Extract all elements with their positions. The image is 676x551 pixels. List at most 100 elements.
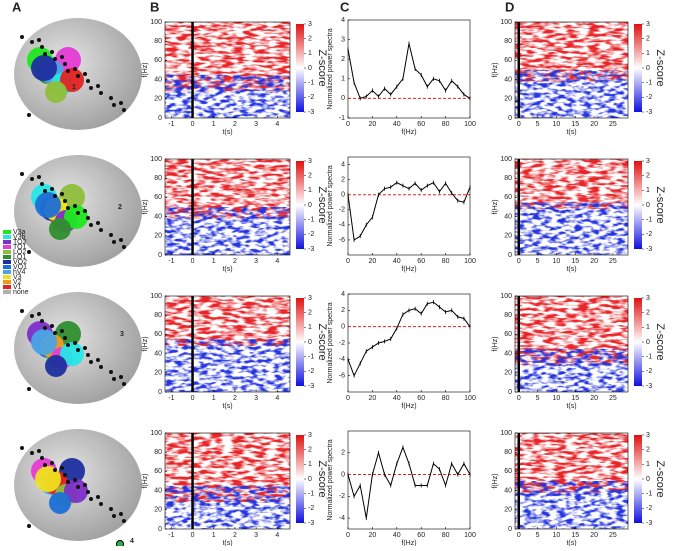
x-tick-label: 15 (571, 258, 579, 265)
electrode (20, 172, 24, 176)
y-axis-label: f(Hz) (142, 199, 149, 214)
electrode (27, 387, 31, 391)
y-axis-label: f(Hz) (492, 199, 499, 214)
x-tick-label: 20 (369, 532, 377, 539)
x-tick-label: 15 (571, 532, 579, 539)
x-tick-label: 10 (553, 258, 561, 265)
electrode (37, 449, 41, 453)
y-tick-label: -4 (339, 356, 345, 363)
region (35, 466, 61, 492)
colorbar-tick-label: 0 (308, 476, 312, 483)
electrode (50, 187, 54, 191)
x-tick-label: 2 (233, 395, 237, 402)
x-tick-label: 80 (442, 395, 450, 402)
colorbar-tick-label: 1 (308, 461, 312, 468)
electrode (66, 343, 70, 347)
region (64, 479, 88, 503)
heatmap-blue (515, 202, 628, 255)
x-tick-label: 0 (517, 395, 521, 402)
y-tick-label: 80 (154, 175, 162, 182)
y-axis-label: f(Hz) (142, 473, 149, 488)
y-tick-label: 100 (150, 293, 162, 300)
x-tick-label: 25 (609, 258, 617, 265)
electrode (60, 329, 64, 333)
x-tick-label: 15 (571, 121, 579, 128)
x-tick-label: 40 (393, 395, 401, 402)
frame (164, 432, 291, 530)
electrode (76, 485, 80, 489)
y-tick-label: -4 (339, 515, 345, 522)
x-tick-label: 0 (517, 258, 521, 265)
x-tick-label: 0 (346, 395, 350, 402)
y-tick-label: -2 (339, 207, 345, 214)
electrode-label: 3 (120, 331, 124, 338)
y-tick-label: 2 (341, 307, 345, 314)
colorbar-label: Z-score (316, 460, 328, 497)
region (64, 205, 88, 229)
electrode (112, 514, 116, 518)
legend-swatch (3, 280, 11, 284)
electrode-label: 4 (130, 538, 134, 545)
x-tick-label: 1 (212, 532, 216, 539)
electrode (83, 483, 87, 487)
panel-label: C (340, 0, 350, 14)
y-tick-label: 60 (154, 57, 162, 64)
electrode (119, 101, 123, 105)
colorbar-tick-label: -1 (308, 354, 314, 361)
y-tick-label: 20 (154, 96, 162, 103)
x-tick-label: 20 (590, 532, 598, 539)
colorbar-tick-label: -3 (308, 109, 314, 116)
y-tick-label: -2 (339, 493, 345, 500)
electrode (122, 382, 126, 386)
legend-label: LO2 (13, 249, 26, 256)
colorbar-tick-label: 1 (646, 461, 650, 468)
electrode (40, 182, 44, 186)
colorbar-label: Z-score (654, 323, 666, 360)
colorbar-tick-label: 3 (308, 21, 312, 28)
x-tick-label: 80 (442, 121, 450, 128)
legend-label: VO1 (13, 264, 27, 271)
y-tick-label: 100 (150, 156, 162, 163)
x-tick-label: 0 (191, 395, 195, 402)
y-tick-label: 20 (154, 370, 162, 377)
colorbar-tick-label: -3 (308, 246, 314, 253)
y-axis-label: f(Hz) (492, 473, 499, 488)
electrode (73, 67, 77, 71)
electrode (27, 113, 31, 117)
y-tick-label: 60 (154, 468, 162, 475)
frame (514, 158, 629, 256)
colorbar-tick-label: -1 (308, 491, 314, 498)
x-axis-label: f(Hz) (401, 540, 416, 546)
legend-swatch (3, 245, 11, 249)
colorbar-tick-label: 1 (308, 50, 312, 57)
y-tick-label: 0 (508, 115, 512, 122)
y-tick-label: 40 (504, 487, 512, 494)
y-tick-label: 20 (154, 507, 162, 514)
y-tick-label: 40 (154, 487, 162, 494)
y-tick-label: 0 (341, 324, 345, 331)
frame (514, 21, 629, 119)
colorbar-tick-label: -1 (646, 354, 652, 361)
electrode (119, 375, 123, 379)
y-tick-label: 1 (341, 76, 345, 83)
spectrum-line (347, 43, 471, 100)
brain-image: 1 (14, 18, 142, 130)
colorbar (296, 298, 304, 386)
colorbar-tick-label: 0 (308, 339, 312, 346)
brain-image: 4 (14, 429, 142, 548)
y-tick-label: 2 (341, 450, 345, 457)
electrode (122, 245, 126, 249)
electrode (53, 57, 57, 61)
colorbar-tick-label: 2 (308, 36, 312, 43)
legend-swatch (3, 230, 11, 234)
y-tick-label: 0 (341, 95, 345, 102)
legend-label: V2 (13, 279, 22, 286)
electrode (27, 250, 31, 254)
colorbar-label: Z-score (654, 49, 666, 86)
x-tick-label: 15 (571, 395, 579, 402)
x-tick-label: 40 (393, 258, 401, 265)
y-tick-label: 0 (508, 252, 512, 259)
legend-label: V3 (13, 274, 22, 281)
electrode (53, 468, 57, 472)
x-axis-label: f(Hz) (401, 403, 416, 410)
